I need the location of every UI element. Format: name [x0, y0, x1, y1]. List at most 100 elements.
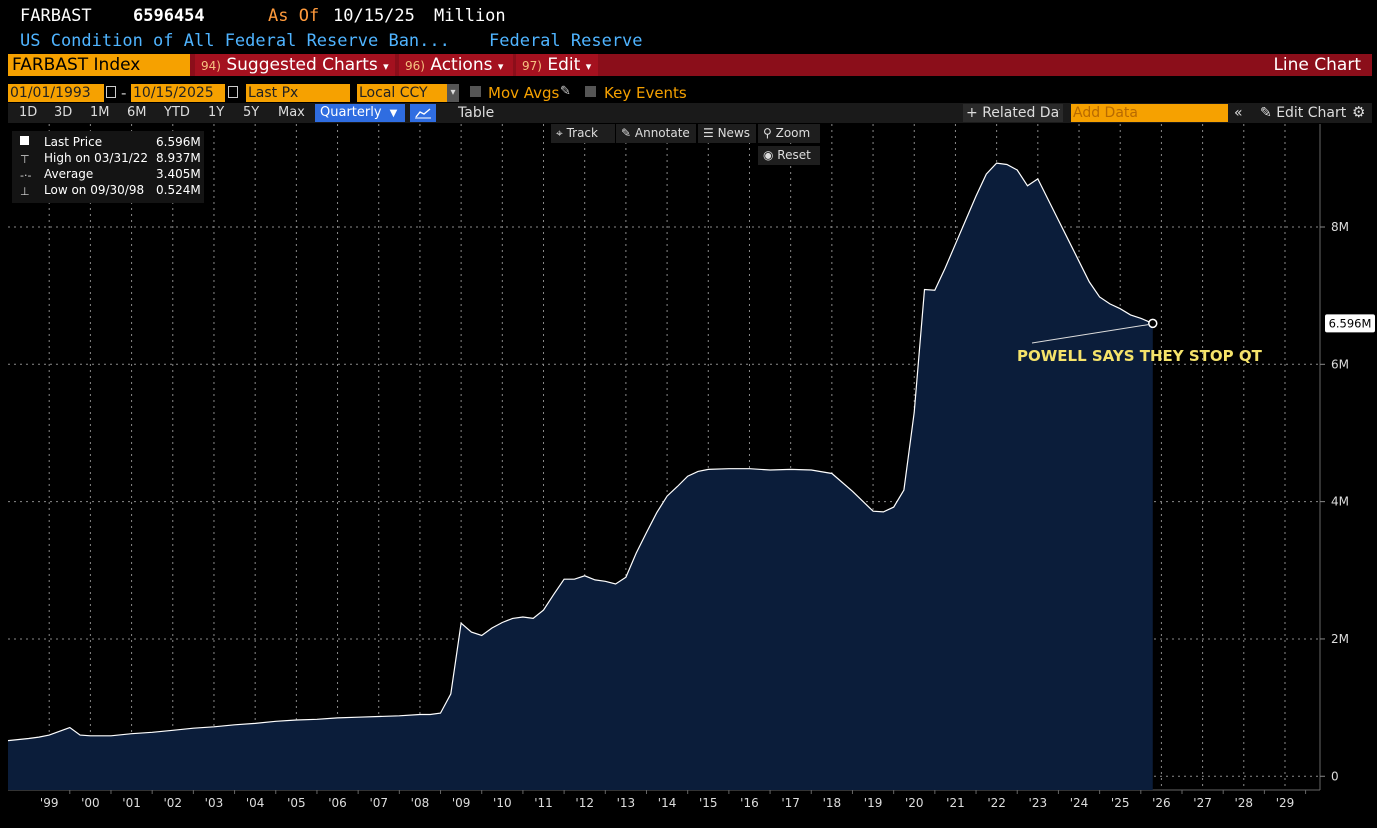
x-tick-label: '07: [369, 796, 388, 810]
y-tick-label: 4M: [1331, 495, 1349, 509]
legend-high: ⊤ High on 03/31/22 8.937M: [12, 151, 204, 167]
legend-label: Low on 09/30/98: [44, 183, 145, 197]
track-label: Track: [566, 126, 598, 140]
reset-tool[interactable]: ◉ Reset: [758, 146, 820, 165]
x-tick-label: '29: [1276, 796, 1295, 810]
plus-icon: +: [966, 105, 983, 121]
x-tick-label: '09: [452, 796, 471, 810]
menu-number: 94): [201, 59, 221, 73]
start-date-field[interactable]: 01/01/1993: [8, 84, 104, 102]
key-events-checkbox[interactable]: [585, 86, 596, 97]
edit-menu[interactable]: 97) Edit ▾: [516, 54, 598, 76]
x-tick-label: '11: [534, 796, 553, 810]
legend-label: High on 03/31/22: [44, 151, 149, 165]
x-tick-label: '24: [1070, 796, 1089, 810]
last-price-tag: 6.596M: [1325, 314, 1375, 333]
x-tick-label: '12: [575, 796, 594, 810]
key-events-label: Key Events: [604, 84, 687, 102]
collapse-icon[interactable]: «: [1234, 105, 1243, 121]
y-tick-label: 2M: [1331, 632, 1349, 646]
series-line: [7, 162, 1154, 742]
x-tick-label: '05: [287, 796, 306, 810]
annotate-label: Annotate: [634, 126, 690, 140]
x-tick-label: '20: [905, 796, 924, 810]
x-tick-label: '17: [781, 796, 800, 810]
date-separator: -: [121, 84, 127, 102]
related-data-text: Related Data: [982, 105, 1060, 121]
x-tick-label: '04: [246, 796, 265, 810]
annotate-tool[interactable]: ✎ Annotate: [616, 124, 696, 143]
news-icon: ☰: [703, 126, 718, 140]
zoom-tool[interactable]: ⚲ Zoom: [758, 124, 820, 143]
period-ytd[interactable]: YTD: [164, 105, 190, 120]
series-area: [8, 163, 1153, 791]
calendar-icon[interactable]: [228, 86, 238, 98]
news-label: News: [717, 126, 751, 140]
add-data-input[interactable]: Add Data: [1071, 104, 1228, 122]
menu-label: Edit: [547, 55, 581, 75]
mov-avgs-checkbox[interactable]: [470, 86, 481, 97]
legend-value: 8.937M: [156, 151, 201, 165]
period-max[interactable]: Max: [278, 105, 305, 120]
x-tick-label: '28: [1235, 796, 1254, 810]
x-tick-label: '99: [40, 796, 59, 810]
x-tick-label: '21: [946, 796, 965, 810]
news-tool[interactable]: ☰ News: [698, 124, 756, 143]
x-tick-label: '16: [740, 796, 759, 810]
period-1y[interactable]: 1Y: [208, 105, 225, 120]
gear-icon[interactable]: ⚙: [1352, 103, 1366, 121]
x-tick-label: '01: [122, 796, 141, 810]
period-1m[interactable]: 1M: [90, 105, 110, 120]
legend-value: 3.405M: [156, 167, 201, 181]
line-chart-icon[interactable]: [410, 104, 436, 122]
x-tick-label: '23: [1029, 796, 1048, 810]
actions-menu[interactable]: 96) Actions ▾: [399, 54, 513, 76]
crosshair-icon: ⌖: [556, 126, 567, 140]
table-button[interactable]: Table: [458, 105, 495, 121]
end-date-field[interactable]: 10/15/2025: [131, 84, 225, 102]
as-of-date: 10/15/25: [333, 6, 415, 26]
edit-chart-button[interactable]: ✎ Edit Chart: [1260, 104, 1346, 122]
x-tick-label: '25: [1111, 796, 1130, 810]
last-value: 6596454: [133, 6, 205, 26]
frequency-select[interactable]: Quarterly ▼: [315, 104, 405, 122]
x-tick-label: '13: [617, 796, 636, 810]
y-tick-label: 6M: [1331, 357, 1349, 371]
legend-low: ⊥ Low on 09/30/98 0.524M: [12, 183, 204, 199]
track-tool[interactable]: ⌖ Track: [551, 124, 615, 143]
chevron-down-icon: ▼: [389, 108, 398, 119]
period-5y[interactable]: 5Y: [243, 105, 260, 120]
square-icon: [20, 135, 29, 148]
currency-select[interactable]: Local CCY: [357, 84, 447, 102]
mov-avgs-label: Mov Avgs: [488, 84, 560, 102]
chart-legend: Last Price 6.596M ⊤ High on 03/31/22 8.9…: [12, 131, 204, 203]
menu-number: 96): [405, 59, 425, 73]
period-6m[interactable]: 6M: [127, 105, 147, 120]
period-1d[interactable]: 1D: [19, 105, 38, 120]
line-chart-glyph: [415, 108, 431, 119]
annotation-line: [1031, 323, 1150, 344]
x-tick-label: '27: [1193, 796, 1212, 810]
legend-label: Last Price: [44, 135, 103, 149]
security-input[interactable]: FARBAST Index: [8, 54, 190, 76]
as-of-label: As Of: [268, 6, 320, 26]
chart-type-label[interactable]: Line Chart: [1273, 55, 1361, 75]
reset-icon: ◉: [763, 148, 778, 162]
chevron-down-icon[interactable]: ▾: [447, 84, 459, 102]
field-select[interactable]: Last Px: [246, 84, 350, 102]
x-tick-label: '02: [163, 796, 182, 810]
suggested-charts-menu[interactable]: 94) Suggested Charts ▾: [195, 54, 395, 76]
pencil-icon[interactable]: ✎: [560, 84, 571, 99]
related-data-button[interactable]: [963, 104, 1063, 122]
calendar-icon[interactable]: [106, 86, 116, 98]
ticker-symbol: FARBAST: [20, 6, 92, 26]
magnifier-icon: ⚲: [763, 126, 776, 140]
x-tick-label: '06: [328, 796, 347, 810]
security-description: US Condition of All Federal Reserve Ban.…: [20, 31, 450, 51]
legend-label: Average: [44, 167, 94, 181]
period-3d[interactable]: 3D: [54, 105, 73, 120]
pencil-icon: ✎: [1260, 105, 1277, 121]
x-tick-label: '19: [864, 796, 883, 810]
x-tick-label: '18: [823, 796, 842, 810]
